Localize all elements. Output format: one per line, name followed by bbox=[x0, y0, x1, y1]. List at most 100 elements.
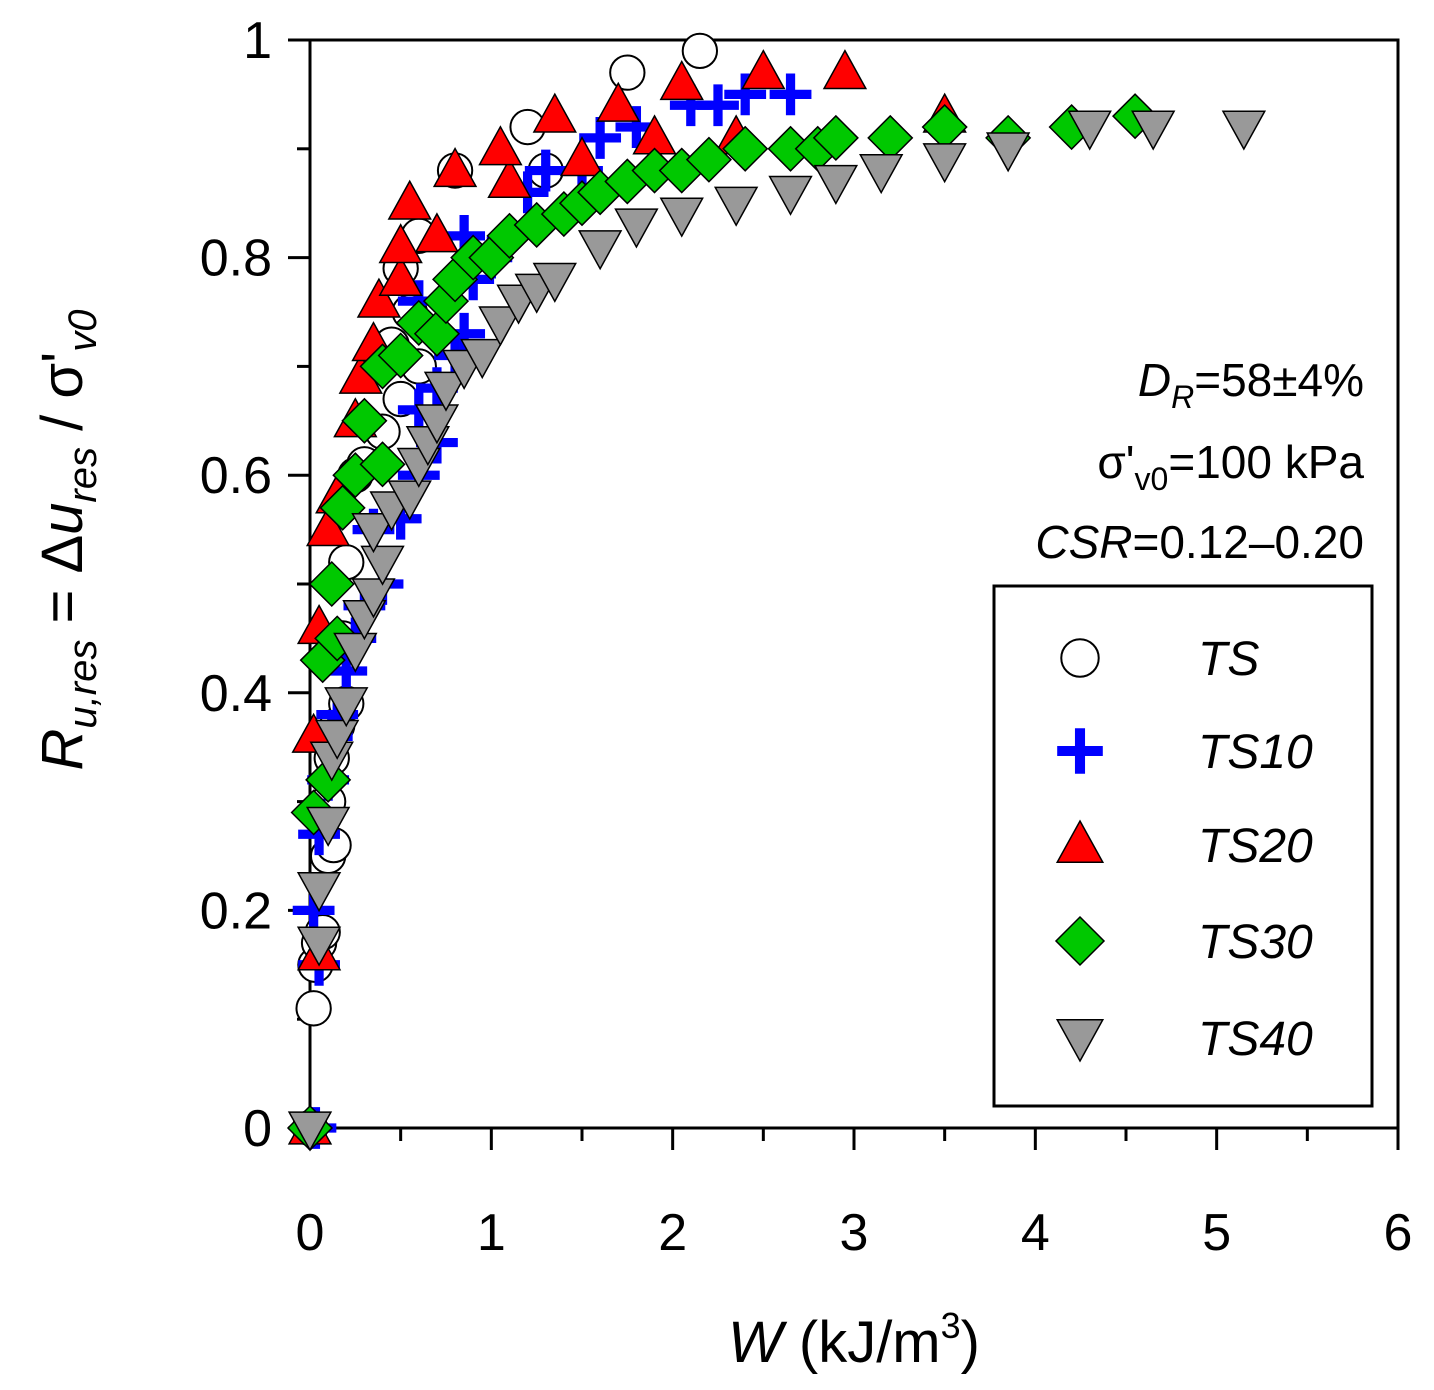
y-tick-labels: 0 0.2 0.4 0.6 0.8 1 bbox=[200, 12, 272, 1158]
point-ts30 bbox=[305, 756, 352, 803]
y-tick-label: 0.2 bbox=[200, 882, 272, 940]
x-tick-label: 1 bbox=[477, 1204, 506, 1262]
point-ts40 bbox=[577, 230, 623, 271]
point-ts10 bbox=[769, 73, 812, 116]
point-ts20 bbox=[387, 179, 432, 220]
annotation-block: DR=58±4% σ'v0=100 kPa CSR=0.12–0.20 bbox=[1035, 354, 1364, 568]
point-ts40 bbox=[614, 208, 659, 249]
point-ts40 bbox=[296, 926, 342, 967]
point-ts20 bbox=[378, 255, 423, 296]
point-ts40 bbox=[985, 132, 1031, 173]
point-ts40 bbox=[859, 153, 904, 195]
point-ts40 bbox=[813, 164, 859, 205]
point-ts10 bbox=[669, 84, 712, 127]
point-ts30 bbox=[359, 441, 406, 488]
x-tick-label: 4 bbox=[1021, 1204, 1050, 1262]
point-ts40 bbox=[351, 578, 396, 619]
x-tick-label: 6 bbox=[1384, 1204, 1413, 1262]
point-ts20 bbox=[378, 223, 423, 264]
point-ts40 bbox=[1221, 110, 1267, 151]
point-ts20 bbox=[659, 59, 704, 101]
y-tick-label: 0.8 bbox=[200, 230, 272, 288]
point-ts30 bbox=[341, 397, 388, 444]
point-ts20 bbox=[356, 277, 402, 318]
point-ts40 bbox=[713, 186, 759, 227]
x-tick-labels: 0 1 2 3 4 5 6 bbox=[296, 1204, 1413, 1262]
legend-label-ts20: TS20 bbox=[1198, 820, 1313, 873]
legend-box bbox=[992, 584, 1374, 1108]
point-ts10 bbox=[615, 106, 658, 148]
point-ts20 bbox=[487, 157, 532, 199]
point-ts10 bbox=[316, 693, 359, 736]
point-ts40 bbox=[387, 480, 432, 521]
axis-ticks bbox=[288, 38, 1400, 1150]
point-ts10 bbox=[298, 813, 340, 856]
x-tick-label: 2 bbox=[658, 1204, 687, 1262]
legend-label-ts40: TS40 bbox=[1198, 1013, 1313, 1066]
point-ts40 bbox=[324, 687, 369, 728]
point-ts10 bbox=[379, 497, 422, 540]
point-ts30 bbox=[413, 310, 460, 357]
legend-label-ts: TS bbox=[1198, 633, 1259, 686]
y-tick-label: 1 bbox=[243, 12, 272, 70]
point-ts30 bbox=[685, 136, 732, 183]
annotation-dr: DR=58±4% bbox=[1138, 354, 1364, 415]
point-ts bbox=[609, 54, 646, 91]
point-ts20 bbox=[741, 49, 786, 90]
point-ts30 bbox=[867, 114, 914, 161]
point-ts10 bbox=[292, 889, 335, 932]
point-ts40 bbox=[423, 371, 469, 412]
annotation-sigma: σ'v0=100 kPa bbox=[1097, 436, 1364, 497]
point-ts30 bbox=[921, 103, 968, 151]
point-ts20 bbox=[822, 49, 868, 90]
legend-marker-ts20 bbox=[1055, 819, 1105, 864]
x-tick-label: 3 bbox=[840, 1204, 869, 1262]
y-axis-label: Ru,res = Δures / σ'v0 bbox=[30, 310, 105, 771]
point-ts30 bbox=[319, 484, 366, 531]
data-marks bbox=[286, 32, 1267, 1152]
point-ts40 bbox=[351, 513, 396, 554]
x-axis-label: W (kJ/m3) bbox=[728, 1305, 980, 1375]
legend-marker-ts30 bbox=[1054, 915, 1106, 967]
point-ts10 bbox=[579, 117, 622, 159]
point-ts40 bbox=[478, 306, 523, 347]
y-tick-label: 0.6 bbox=[200, 447, 272, 505]
y-tick-label: 0 bbox=[243, 1100, 272, 1158]
point-ts20 bbox=[432, 147, 478, 188]
point-ts40 bbox=[922, 143, 967, 184]
point-ts40 bbox=[768, 175, 813, 216]
point-ts10 bbox=[443, 214, 486, 257]
legend-marker-ts10 bbox=[1057, 728, 1103, 774]
point-ts20 bbox=[478, 125, 523, 166]
point-ts30 bbox=[377, 332, 424, 379]
legend-marker-ts bbox=[1060, 638, 1100, 678]
legend: TS TS10 TS20 TS30 TS40 bbox=[992, 584, 1374, 1108]
point-ts10 bbox=[697, 84, 739, 127]
point-ts40 bbox=[532, 262, 577, 303]
point-ts40 bbox=[414, 404, 460, 445]
point-ts10 bbox=[724, 73, 767, 116]
x-tick-label: 0 bbox=[296, 1204, 325, 1262]
annotation-csr: CSR=0.12–0.20 bbox=[1035, 516, 1364, 568]
point-ts40 bbox=[305, 806, 351, 847]
y-tick-label: 0.4 bbox=[200, 665, 272, 723]
point-ts20 bbox=[559, 136, 605, 177]
point-ts40 bbox=[1067, 110, 1112, 151]
point-ts30 bbox=[812, 114, 859, 161]
point-ts10 bbox=[325, 650, 368, 692]
point-ts40 bbox=[287, 1111, 333, 1152]
point-ts20 bbox=[414, 212, 460, 253]
legend-label-ts30: TS30 bbox=[1198, 916, 1313, 969]
x-tick-label: 5 bbox=[1202, 1204, 1231, 1262]
point-ts40 bbox=[333, 632, 378, 673]
point-ts40 bbox=[360, 545, 405, 586]
point-ts10 bbox=[524, 149, 567, 192]
legend-label-ts10: TS10 bbox=[1198, 726, 1313, 779]
point-ts20 bbox=[532, 92, 577, 133]
legend-marker-ts40 bbox=[1055, 1018, 1105, 1063]
point-ts20 bbox=[596, 81, 641, 122]
point-ts30 bbox=[308, 560, 355, 608]
point-ts40 bbox=[460, 338, 505, 380]
point-ts40 bbox=[296, 872, 342, 913]
